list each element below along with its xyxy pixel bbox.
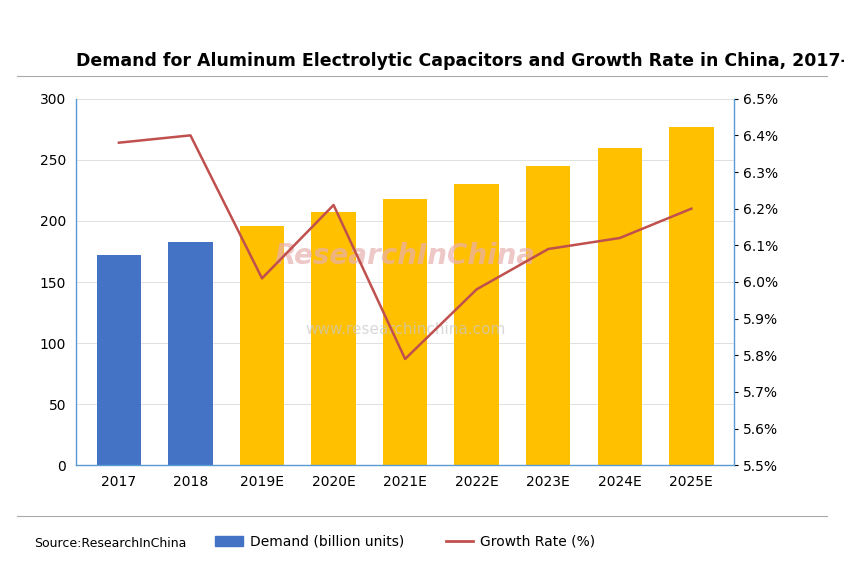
Bar bbox=[240, 226, 284, 465]
Bar bbox=[455, 184, 499, 465]
Bar bbox=[669, 127, 713, 465]
Bar bbox=[168, 241, 213, 465]
Bar bbox=[97, 255, 141, 465]
Bar bbox=[311, 213, 356, 465]
Legend: Demand (billion units), Growth Rate (%): Demand (billion units), Growth Rate (%) bbox=[209, 529, 601, 554]
Bar bbox=[383, 199, 427, 465]
Bar bbox=[598, 148, 642, 465]
Text: Source:ResearchInChina: Source:ResearchInChina bbox=[34, 537, 187, 550]
Bar bbox=[526, 166, 571, 465]
Text: Demand for Aluminum Electrolytic Capacitors and Growth Rate in China, 2017-2025: Demand for Aluminum Electrolytic Capacit… bbox=[76, 52, 844, 70]
Text: ResearchInChina: ResearchInChina bbox=[274, 243, 536, 270]
Text: www.researchinchina.com: www.researchinchina.com bbox=[305, 322, 506, 337]
